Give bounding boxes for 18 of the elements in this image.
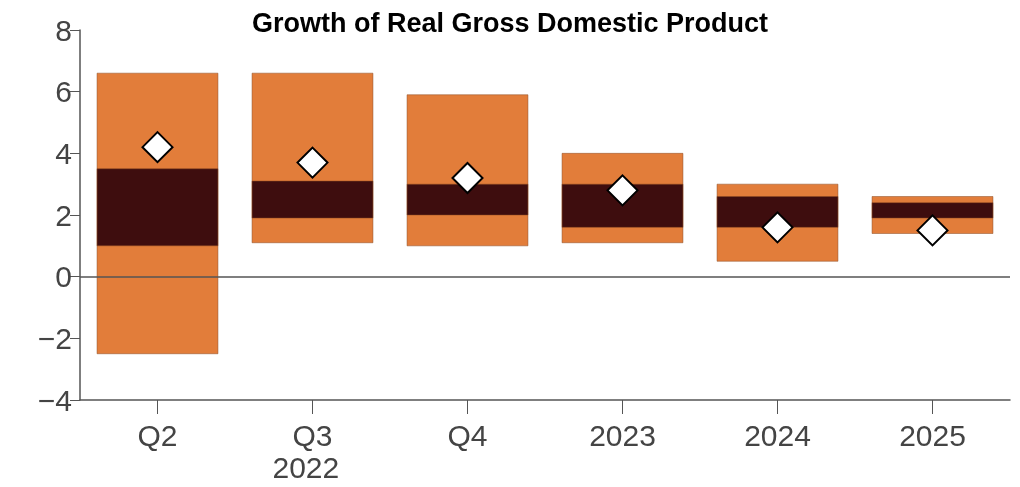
x-tick-label: Q3 xyxy=(292,418,333,452)
y-tick-label: 0 xyxy=(55,260,72,294)
y-tick-label: −2 xyxy=(37,321,72,355)
y-tick-label: 8 xyxy=(55,13,72,47)
point xyxy=(141,131,174,164)
x-tick-label: 2024 xyxy=(744,418,811,452)
x-tick-label: Q4 xyxy=(447,418,488,452)
text: 2022 xyxy=(272,450,340,484)
y-tick-label: −4 xyxy=(37,383,72,417)
x-tick-label: 2025 xyxy=(899,418,966,452)
x-tick-label: 2023 xyxy=(589,418,656,452)
point xyxy=(451,162,484,194)
y-tick-label: 2 xyxy=(55,198,72,232)
x-tick-label: Q2 xyxy=(137,418,178,452)
point xyxy=(296,146,329,179)
chart-title: Growth of Real Gross Domestic Product xyxy=(251,7,769,38)
y-tick-label: 6 xyxy=(55,75,72,109)
y-tick-label: 4 xyxy=(55,136,72,170)
